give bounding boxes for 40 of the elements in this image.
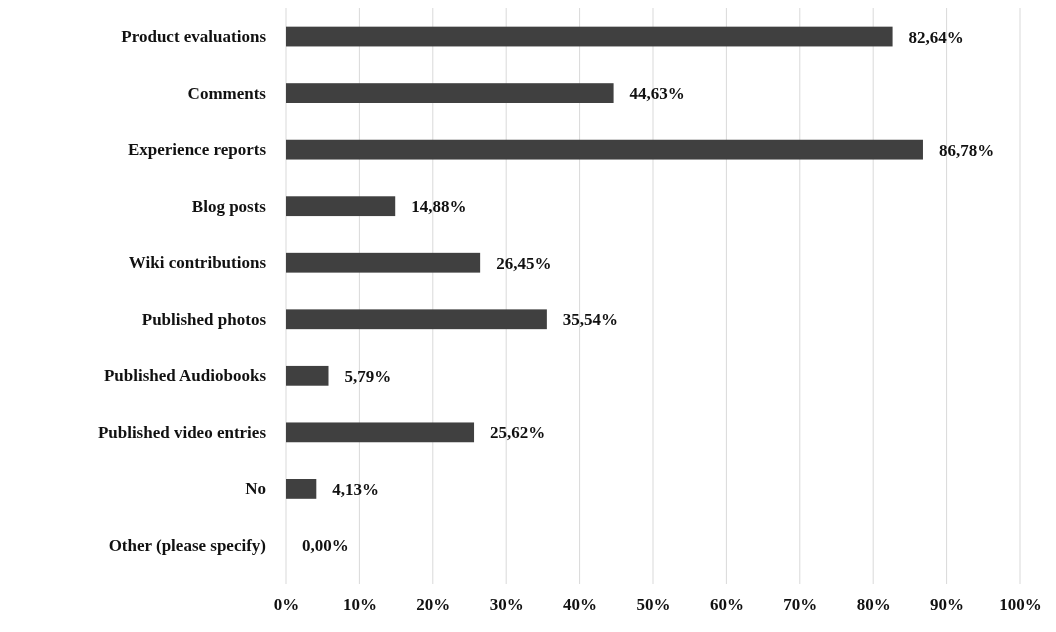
x-tick-label: 0% — [273, 595, 300, 615]
bar — [286, 196, 396, 217]
data-label: 35,54% — [562, 310, 619, 330]
data-label: 25,62% — [490, 423, 546, 443]
y-tick-label: Experience reports — [127, 140, 267, 160]
bar — [286, 479, 317, 499]
data-label: 44,63% — [629, 84, 685, 104]
data-label: 26,45% — [496, 253, 552, 273]
x-tick-label: 10% — [342, 595, 377, 615]
y-tick-label: Published photos — [141, 309, 267, 329]
bar — [286, 365, 329, 386]
x-tick-label: 90% — [930, 595, 965, 615]
data-label: 82,64% — [908, 27, 964, 47]
y-tick-label: Blog posts — [191, 196, 267, 216]
bar — [286, 139, 923, 160]
x-tick-label: 50% — [636, 595, 671, 615]
y-tick-label: Other (please specify) — [108, 535, 266, 555]
bar — [286, 309, 547, 330]
y-tick-label: Comments — [187, 83, 267, 103]
x-tick-label: 20% — [416, 595, 451, 615]
y-tick-label: Wiki contributions — [128, 253, 267, 273]
bar — [286, 26, 893, 47]
bar — [286, 422, 475, 443]
data-label: 5,79% — [344, 366, 392, 386]
data-label: 4,13% — [332, 479, 380, 499]
x-tick-label: 70% — [783, 595, 818, 615]
y-tick-label: Product evaluations — [121, 26, 267, 46]
y-tick-label: Published video entries — [97, 422, 267, 442]
x-tick-label: 80% — [856, 595, 891, 615]
x-tick-label: 40% — [563, 595, 598, 615]
data-label: 0,00% — [302, 536, 349, 556]
data-label: 14,88% — [411, 197, 467, 217]
x-tick-label: 60% — [709, 595, 744, 615]
x-tick-label: 30% — [489, 595, 524, 615]
data-label: 86,78% — [938, 140, 995, 160]
x-tick-label: 100% — [999, 595, 1042, 615]
bar — [286, 83, 614, 103]
y-tick-label: Published Audiobooks — [103, 366, 267, 386]
y-tick-label: No — [245, 479, 266, 499]
bar — [286, 252, 481, 273]
